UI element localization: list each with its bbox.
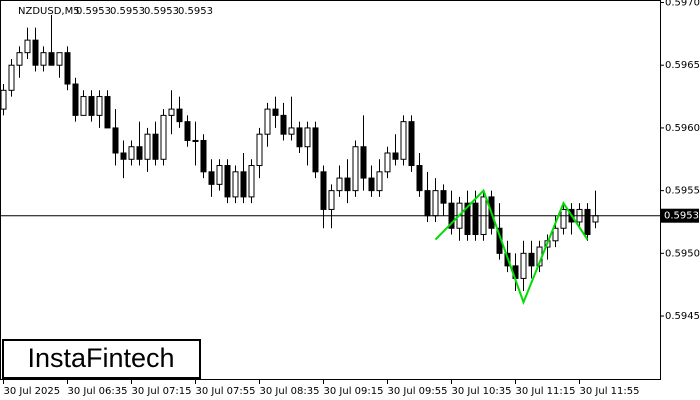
symbol: NZDUSD,M5 xyxy=(18,6,80,17)
candle-body xyxy=(280,114,287,135)
header-value: 0.5953 xyxy=(110,6,145,17)
candle-body xyxy=(464,202,471,236)
y-tick-label: 0.5965 xyxy=(665,60,700,71)
candle-body xyxy=(40,52,47,66)
candle-body xyxy=(96,96,103,116)
last-price-label: 0.5953 xyxy=(664,211,699,222)
candle-body xyxy=(48,52,55,66)
candle-body xyxy=(552,227,559,242)
candle-body xyxy=(160,114,167,160)
y-tick-label: 0.5970 xyxy=(665,0,700,9)
candle-body xyxy=(168,108,175,116)
x-tick-label: 30 Jul 07:15 xyxy=(132,386,192,397)
candle-body xyxy=(88,96,95,116)
candle-body xyxy=(352,146,359,192)
candle-body xyxy=(248,165,255,198)
candle-body xyxy=(376,171,383,192)
x-tick-label: 30 Jul 08:35 xyxy=(260,386,320,397)
candle-body xyxy=(256,133,263,167)
candle-body xyxy=(120,152,127,160)
header-value: 0.5953 xyxy=(144,6,179,17)
candle-body xyxy=(584,208,591,236)
candle-body xyxy=(440,190,447,204)
y-tick-label: 0.5945 xyxy=(665,311,700,322)
candle-body xyxy=(264,108,271,135)
x-tick-label: 30 Jul 10:35 xyxy=(452,386,512,397)
candle-body xyxy=(408,121,415,167)
candle-body xyxy=(520,252,527,279)
candle-body xyxy=(240,171,247,198)
candle-body xyxy=(144,133,151,160)
candle-body xyxy=(304,127,311,148)
header-value: 0.5953 xyxy=(178,6,213,17)
logo: InstaFintech xyxy=(27,343,174,373)
candle-body xyxy=(176,108,183,123)
candle-body xyxy=(104,96,111,129)
last-price-box xyxy=(661,208,699,223)
x-tick-label: 30 Jul 11:55 xyxy=(580,386,640,397)
candle-body xyxy=(336,177,343,192)
candle-body xyxy=(344,177,351,192)
candle-body xyxy=(112,127,119,154)
candle-body xyxy=(272,108,279,116)
candle-body xyxy=(32,39,39,66)
candle-body xyxy=(72,83,79,116)
candle-body xyxy=(192,139,199,142)
candle-body xyxy=(16,52,23,66)
candle-body xyxy=(400,121,407,160)
y-tick-label: 0.5955 xyxy=(665,186,700,197)
candle-body xyxy=(128,146,135,160)
candle-body xyxy=(200,139,207,173)
candle-body xyxy=(312,127,319,173)
candle-body xyxy=(232,171,239,198)
candle-body xyxy=(296,127,303,148)
candle-body xyxy=(216,165,223,185)
candle-body xyxy=(184,121,191,141)
candle-body xyxy=(424,190,431,217)
candle-body xyxy=(24,39,31,54)
header-value: 0.5953 xyxy=(76,6,111,17)
candle-body xyxy=(152,133,159,160)
y-tick-label: 0.5960 xyxy=(665,123,700,134)
candle-body xyxy=(328,190,335,210)
candle-body xyxy=(288,127,295,135)
candle-body xyxy=(384,152,391,173)
candle-body xyxy=(416,165,423,192)
logo-box xyxy=(2,339,201,379)
candle-body xyxy=(432,190,439,217)
candle-body xyxy=(208,171,215,185)
x-tick-label: 30 Jul 09:15 xyxy=(324,386,384,397)
candle-body xyxy=(136,146,143,160)
candle-body xyxy=(560,208,567,229)
candle-body xyxy=(80,96,87,116)
x-tick-label: 30 Jul 09:55 xyxy=(388,386,448,397)
candle-body xyxy=(8,64,15,91)
x-tick-label: 30 Jul 07:55 xyxy=(196,386,256,397)
candle-body xyxy=(368,177,375,192)
candle-body xyxy=(56,52,63,66)
candle-body xyxy=(472,202,479,236)
x-tick-label: 30 Jul 2025 xyxy=(4,386,61,397)
candle-body xyxy=(224,165,231,198)
y-tick-label: 0.5950 xyxy=(665,248,700,259)
candle-body xyxy=(0,89,7,110)
pattern-line xyxy=(434,188,589,306)
candle-body xyxy=(528,252,535,267)
candle-body xyxy=(392,152,399,160)
candle-body xyxy=(320,171,327,210)
candle-body xyxy=(592,215,599,223)
x-tick-label: 30 Jul 11:15 xyxy=(516,386,576,397)
candle-body xyxy=(360,146,367,179)
x-tick-label: 30 Jul 06:35 xyxy=(68,386,128,397)
candle-body xyxy=(64,52,71,85)
